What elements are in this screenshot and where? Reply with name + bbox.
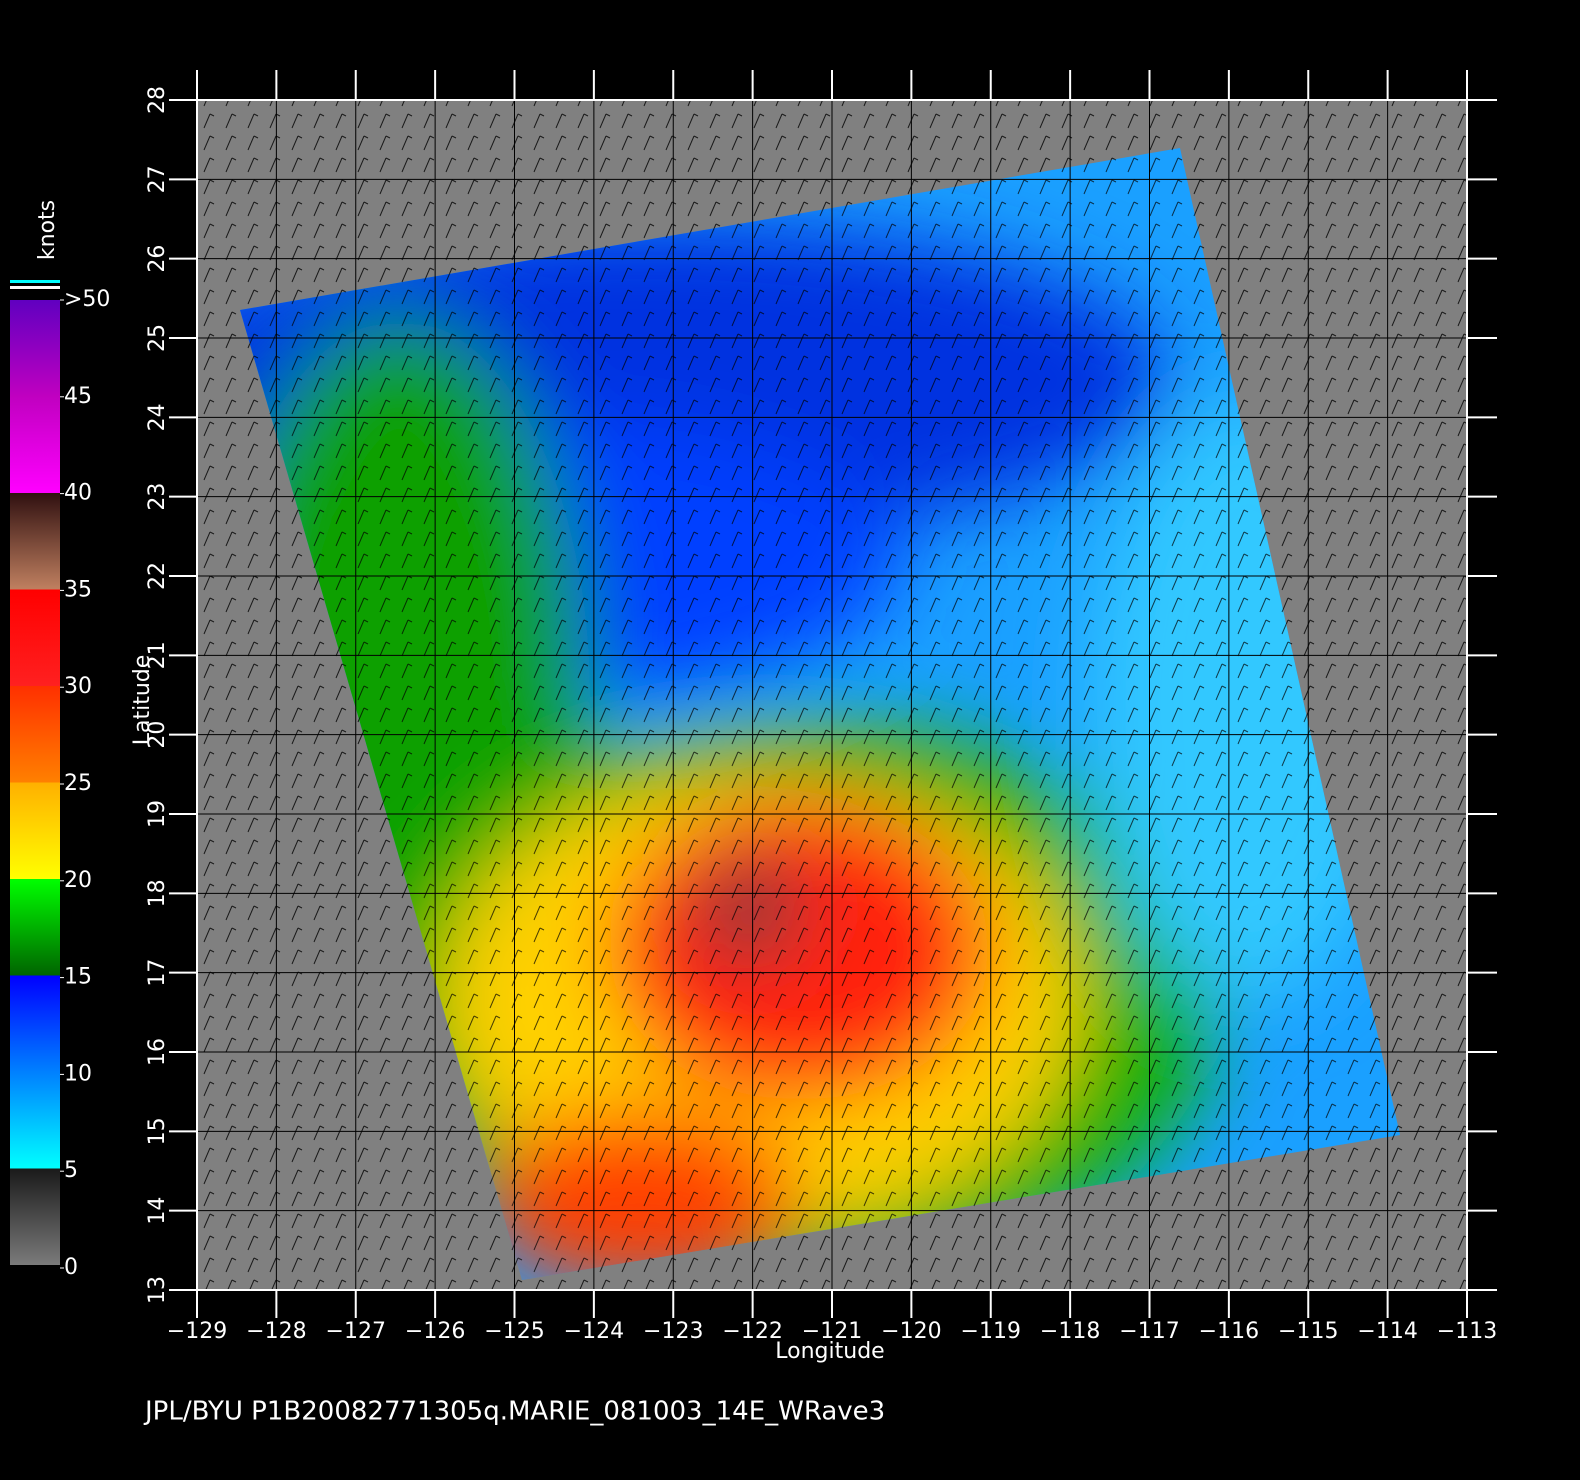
y-tick-label: 18 [145, 879, 170, 907]
colorbar-tick-label: 10 [64, 1061, 92, 1086]
y-tick-label: 13 [145, 1276, 170, 1304]
colorbar-tick-label: 30 [64, 674, 92, 699]
y-tick-label: 25 [145, 324, 170, 352]
x-tick-label: −129 [167, 1319, 227, 1344]
y-tick-label: 20 [145, 721, 170, 749]
y-tick-label: 14 [145, 1197, 170, 1225]
y-tick-label: 28 [145, 86, 170, 114]
x-tick-label: −127 [326, 1319, 386, 1344]
colorbar-title: knots [35, 200, 60, 260]
y-tick-label: 27 [145, 165, 170, 193]
x-tick-label: −125 [484, 1319, 544, 1344]
y-tick-label: 17 [145, 959, 170, 987]
x-tick-label: −117 [1119, 1319, 1179, 1344]
plot-frame [196, 99, 1468, 1291]
x-tick-label: −126 [405, 1319, 465, 1344]
y-tick-label: 15 [145, 1117, 170, 1145]
colorbar-tick-label: >50 [64, 287, 110, 312]
x-tick-label: −119 [961, 1319, 1021, 1344]
y-tick-label: 23 [145, 483, 170, 511]
colorbar-tick-label: 45 [64, 384, 92, 409]
y-axis-label: Latitude [130, 655, 155, 746]
y-tick-label: 26 [145, 245, 170, 273]
colorbar-tick-label: 40 [64, 481, 92, 506]
colorbar-cap [10, 286, 60, 289]
x-tick-label: −116 [1199, 1319, 1259, 1344]
x-tick-label: −124 [564, 1319, 624, 1344]
x-tick-label: −113 [1437, 1319, 1497, 1344]
y-tick-label: 19 [145, 800, 170, 828]
y-tick-label: 21 [145, 641, 170, 669]
colorbar-tick-label: 35 [64, 577, 92, 602]
colorbar-tick-label: 25 [64, 771, 92, 796]
x-tick-label: −118 [1040, 1319, 1100, 1344]
colorbar-tick-label: 15 [64, 965, 92, 990]
x-axis-label: Longitude [775, 1339, 884, 1364]
colorbar-tick-label: 5 [64, 1158, 78, 1183]
x-tick-label: −122 [722, 1319, 782, 1344]
x-tick-label: −121 [802, 1319, 862, 1344]
colorbar [10, 300, 60, 1265]
y-tick-label: 16 [145, 1038, 170, 1066]
x-tick-label: −115 [1278, 1319, 1338, 1344]
y-tick-label: 22 [145, 562, 170, 590]
x-tick-label: −120 [881, 1319, 941, 1344]
x-tick-label: −114 [1357, 1319, 1417, 1344]
x-tick-label: −123 [643, 1319, 703, 1344]
colorbar-tick-label: 20 [64, 868, 92, 893]
y-tick-label: 24 [145, 403, 170, 431]
colorbar-cap [10, 280, 60, 283]
x-tick-label: −128 [246, 1319, 306, 1344]
colorbar-tick-label: 0 [64, 1255, 78, 1280]
footer: JPL/BYU P1B20082771305q.MARIE_081003_14E… [143, 1397, 885, 1427]
